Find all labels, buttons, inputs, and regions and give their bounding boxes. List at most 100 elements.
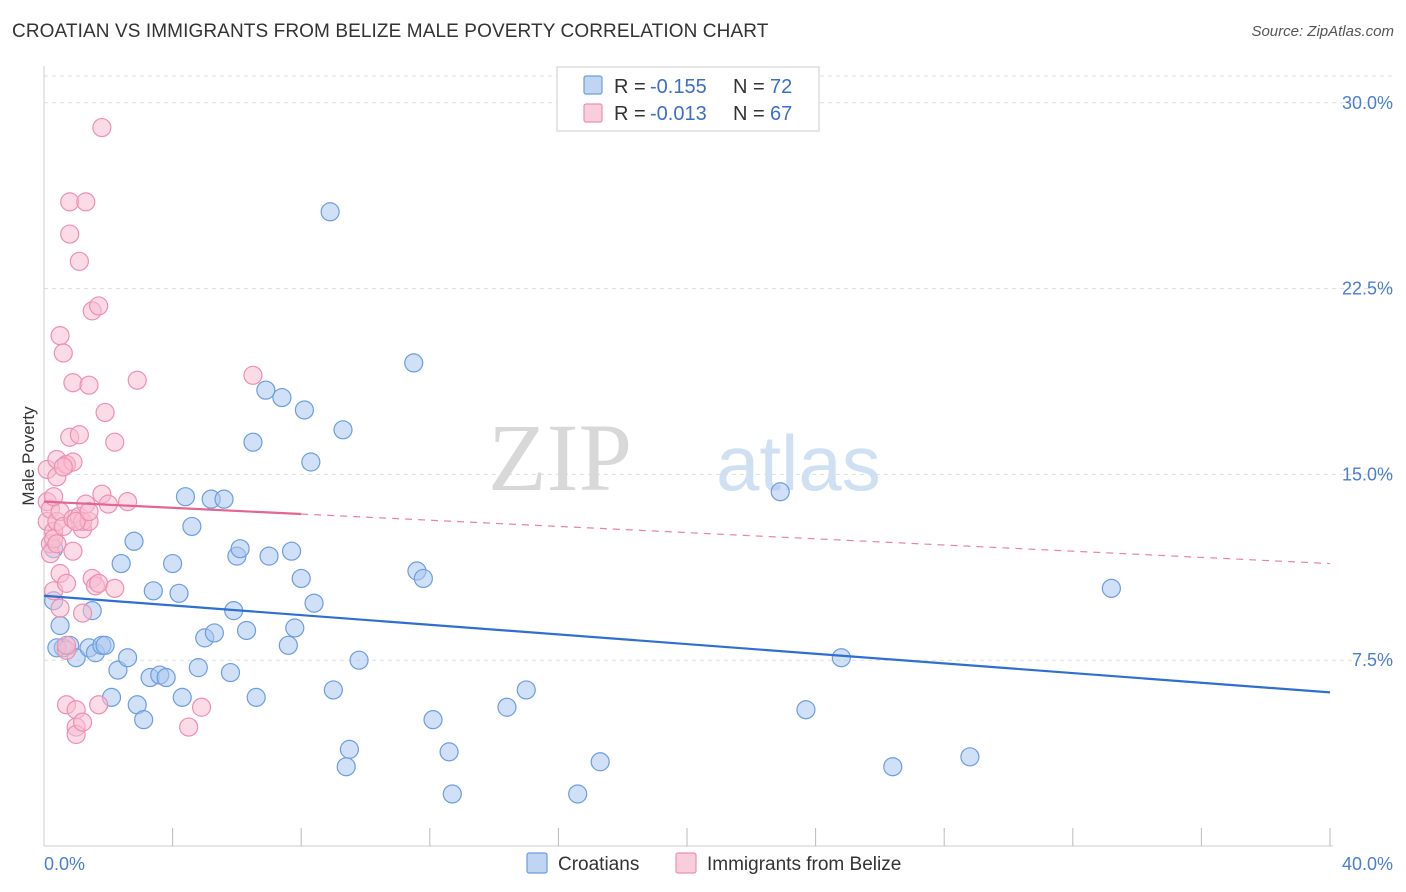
belize-point <box>117 492 138 512</box>
belize-trend-line <box>43 500 302 516</box>
croatians-point <box>349 650 369 670</box>
croatians-point <box>423 710 443 730</box>
belize-point <box>60 224 80 244</box>
belize-point <box>60 192 80 212</box>
croatians-point <box>336 757 356 777</box>
croatians-point <box>339 739 360 759</box>
y-axis-label: Male Poverty <box>19 406 38 506</box>
croatians-point <box>95 635 115 655</box>
croatians-point <box>236 620 257 641</box>
croatians-point <box>243 432 263 452</box>
croatians-point <box>134 710 154 730</box>
belize-point <box>56 573 77 593</box>
croatians-point <box>143 581 163 601</box>
croatians-point <box>278 635 298 655</box>
belize-point <box>95 402 115 423</box>
belize-point <box>79 501 99 522</box>
watermark-zip: ZIP <box>488 404 632 511</box>
croatians-point <box>960 747 980 767</box>
croatians-point <box>285 618 305 638</box>
croatians-point <box>169 583 189 603</box>
legend-swatch-croatians <box>583 75 603 95</box>
croatians-point <box>124 531 144 551</box>
croatians-point <box>156 667 176 688</box>
croatians-point <box>256 380 276 400</box>
x-tick-label: 0.0% <box>44 854 85 874</box>
belize-point <box>89 573 109 593</box>
legend-n-value-croatians: 72 <box>770 76 792 98</box>
croatians-point <box>281 541 302 561</box>
source-label: Source: ZipAtlas.com <box>1251 23 1394 40</box>
croatians-point <box>230 539 250 559</box>
belize-point <box>66 511 86 532</box>
grid-lines <box>44 75 1393 661</box>
croatians-point <box>320 202 340 222</box>
x-tick-label: 40.0% <box>1342 854 1393 874</box>
legend-r-label-croatians: R = <box>614 76 646 98</box>
trend-lines <box>43 500 1331 694</box>
belize-point <box>50 326 70 346</box>
bottom-legend-label-belize: Immigrants from Belize <box>707 854 901 875</box>
belize-point <box>47 534 67 554</box>
belize-point <box>63 373 83 393</box>
belize-trend-extension <box>301 513 1331 565</box>
y-tick-label: 15.0% <box>1342 464 1393 484</box>
belize-point <box>105 432 125 452</box>
belize-point <box>89 296 109 316</box>
watermark: ZIP atlas <box>488 404 881 511</box>
axes <box>43 66 1333 847</box>
belize-point <box>127 370 147 390</box>
legend-n-label-belize: N = <box>733 103 765 125</box>
croatians-point <box>1101 578 1121 598</box>
y-tick-label: 7.5% <box>1352 650 1393 670</box>
legend-r-value-croatians: -0.155 <box>650 76 707 98</box>
croatians-point <box>117 648 138 668</box>
y-tick-label: 22.5% <box>1342 279 1393 299</box>
bottom-legend: Croatians Immigrants from Belize <box>526 852 901 875</box>
belize-point <box>79 375 99 395</box>
croatians-point <box>163 553 183 574</box>
croatians-point <box>188 658 208 678</box>
croatians-point <box>50 615 70 636</box>
legend-r-value-belize: -0.013 <box>650 103 707 125</box>
belize-point <box>53 343 73 363</box>
croatians-point <box>291 568 311 589</box>
croatians-trend-line <box>43 594 1331 694</box>
croatians-point <box>214 489 234 509</box>
croatians-point <box>516 680 536 700</box>
y-tick-labels: 7.5% 15.0% 22.5% 30.0% <box>1342 93 1393 670</box>
croatians-point <box>182 516 202 537</box>
belize-point <box>92 117 112 138</box>
croatians-point <box>259 546 279 566</box>
y-tick-label: 30.0% <box>1342 93 1393 113</box>
legend-r-label-belize: R = <box>614 103 646 125</box>
croatians-point <box>883 757 903 777</box>
belize-point <box>105 578 125 598</box>
croatians-point <box>413 568 433 589</box>
chart-title: CROATIAN VS IMMIGRANTS FROM BELIZE MALE … <box>12 21 769 42</box>
belize-point <box>63 541 83 561</box>
belize-point <box>69 425 89 445</box>
watermark-atlas: atlas <box>716 419 881 507</box>
belize-point <box>72 603 93 623</box>
belize-point <box>69 251 89 271</box>
croatians-point <box>246 687 266 707</box>
belize-point <box>72 712 93 732</box>
croatians-point <box>404 353 424 373</box>
croatians-point <box>294 400 315 420</box>
belize-point <box>50 598 70 618</box>
croatians-point <box>333 420 353 440</box>
belize-points <box>37 117 263 745</box>
x-tick-labels: 0.0% 40.0% <box>44 854 1393 874</box>
croatians-point <box>770 482 790 502</box>
croatians-point <box>272 387 292 408</box>
croatians-point <box>204 623 224 643</box>
croatians-point <box>590 752 610 772</box>
croatians-point <box>497 697 517 717</box>
croatians-point <box>111 553 131 574</box>
legend-n-value-belize: 67 <box>770 103 792 125</box>
croatians-point <box>304 593 324 613</box>
croatians-point <box>172 687 192 707</box>
croatians-point <box>796 700 816 720</box>
